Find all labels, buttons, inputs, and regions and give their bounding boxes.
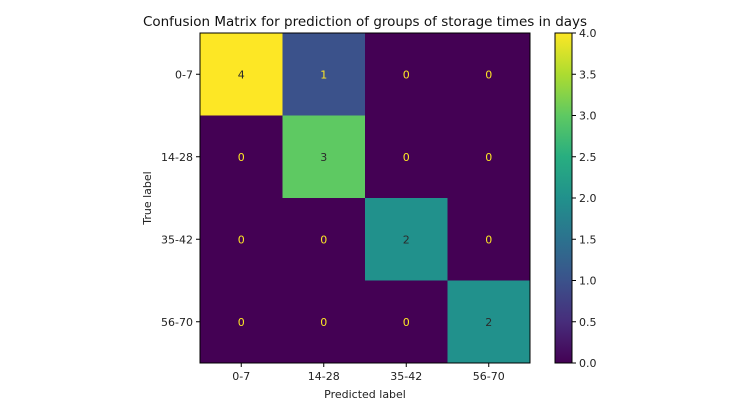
cell-value-label: 1 <box>320 68 327 81</box>
heatmap-cell <box>447 280 531 364</box>
cell-value-label: 0 <box>238 151 245 164</box>
chart-title: Confusion Matrix for prediction of group… <box>143 14 587 30</box>
heatmap-cell <box>447 115 531 199</box>
cell-value-label: 3 <box>320 151 327 164</box>
colorbar-tick-label: 1.0 <box>579 275 597 288</box>
heatmap-cell <box>365 198 448 281</box>
heatmap-cell <box>282 115 366 199</box>
cell-value-label: 4 <box>238 68 245 81</box>
heatmap-cell <box>200 198 283 281</box>
x-tick-label: 0-7 <box>232 370 250 383</box>
cell-value-label: 0 <box>238 316 245 329</box>
heatmap-frame <box>199 32 531 364</box>
colorbar-ticks: 0.0 0.5 1.0 1.5 2.0 2.5 3.0 3.5 4.0 <box>572 27 597 370</box>
colorbar-tick-label: 3.0 <box>579 110 597 123</box>
heatmap-cell <box>282 198 366 281</box>
heatmap-cell <box>200 280 283 364</box>
heatmap-cells <box>200 33 531 364</box>
colorbar-tick-label: 4.0 <box>579 27 597 40</box>
heatmap-cell <box>447 33 531 116</box>
cell-value-label: 0 <box>485 68 492 81</box>
x-axis-label: Predicted label <box>324 388 406 401</box>
x-tick-label: 35-42 <box>390 370 422 383</box>
cell-value-label: 0 <box>238 233 245 246</box>
heatmap-cell <box>365 280 448 364</box>
y-tick-label: 14-28 <box>161 151 193 164</box>
colorbar-tick-label: 3.5 <box>579 68 597 81</box>
cell-value-label: 0 <box>485 233 492 246</box>
cell-value-label: 0 <box>403 151 410 164</box>
y-axis-label: True label <box>141 171 154 225</box>
cell-value-label: 0 <box>403 68 410 81</box>
x-tick-label: 56-70 <box>473 370 505 383</box>
heatmap-cell <box>200 33 283 116</box>
y-tick-label: 35-42 <box>161 233 193 246</box>
heatmap-cell <box>282 280 366 364</box>
cell-value-label: 0 <box>320 316 327 329</box>
colorbar <box>554 32 573 364</box>
colorbar-tick-label: 2.5 <box>579 151 597 164</box>
y-tick-label: 56-70 <box>161 316 193 329</box>
cell-value-label: 2 <box>403 233 410 246</box>
colorbar-tick-label: 2.0 <box>579 192 597 205</box>
heatmap-cell <box>365 33 448 116</box>
x-tick-label: 14-28 <box>308 370 340 383</box>
colorbar-tick-label: 0.5 <box>579 316 597 329</box>
x-axis-ticks: 0-7 14-28 35-42 56-70 <box>232 363 505 383</box>
cell-value-label: 0 <box>403 316 410 329</box>
y-axis-ticks: 0-7 14-28 35-42 56-70 <box>161 68 200 329</box>
colorbar-tick-label: 0.0 <box>579 357 597 370</box>
heatmap-cell <box>282 33 366 116</box>
heatmap-cell <box>365 115 448 199</box>
cell-value-label: 0 <box>485 151 492 164</box>
cell-value-label: 2 <box>485 316 492 329</box>
colorbar-tick-label: 1.5 <box>579 233 597 246</box>
heatmap-cell <box>447 198 531 281</box>
heatmap-cell <box>200 115 283 199</box>
heatmap-cell-labels: 4 1 0 0 0 3 0 0 0 0 2 0 0 0 0 2 <box>238 68 493 329</box>
cell-value-label: 0 <box>320 233 327 246</box>
y-tick-label: 0-7 <box>175 68 193 81</box>
